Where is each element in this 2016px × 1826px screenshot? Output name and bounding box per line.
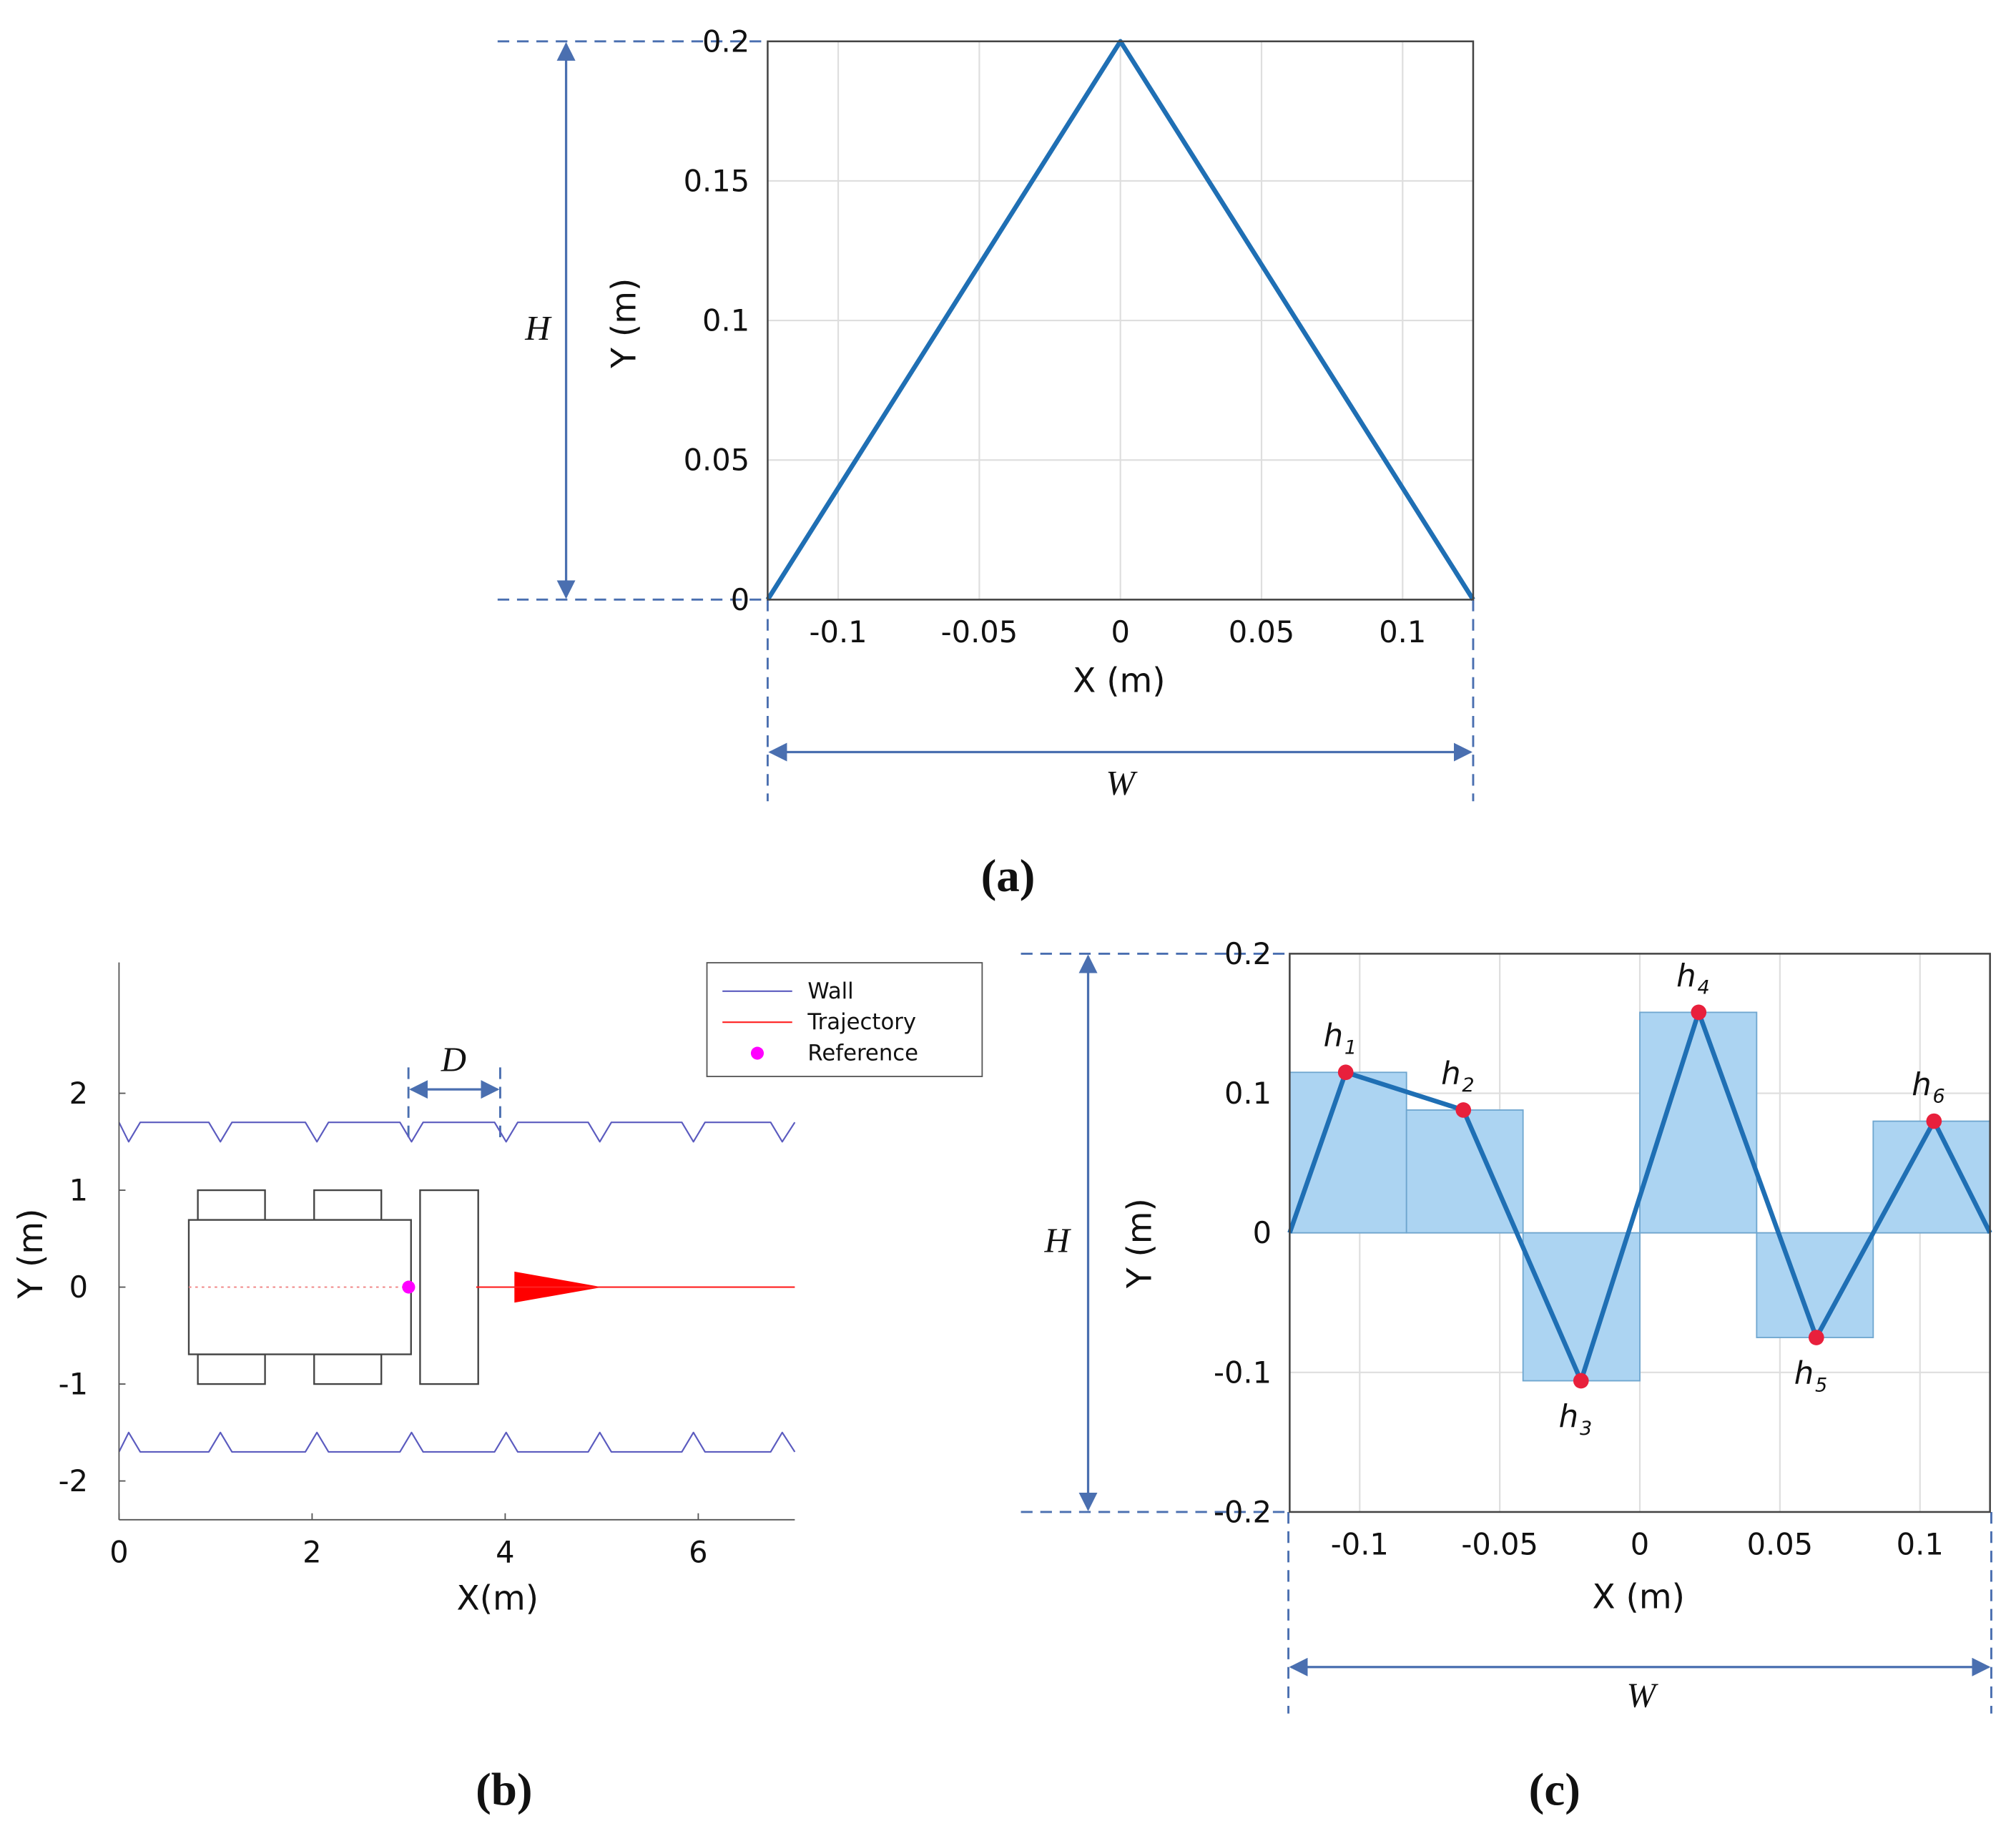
point-label-subscript: 4 — [1697, 977, 1709, 999]
y-tick-label: 0.2 — [1224, 936, 1272, 971]
x-tick-label: 6 — [689, 1534, 707, 1569]
x-tick-label: 0 — [1631, 1527, 1649, 1562]
y-tick-label: 0.2 — [702, 24, 749, 59]
caption: (a) — [981, 850, 1036, 902]
x-tick-label: -0.05 — [1461, 1527, 1538, 1562]
point-label: h — [1441, 1056, 1460, 1091]
y-tick-label: 0.1 — [702, 303, 749, 338]
x-tick-label: 0 — [1111, 614, 1129, 649]
x-tick-label: 2 — [303, 1534, 321, 1569]
y-axis-label: Y (m) — [604, 278, 644, 369]
bar — [1405, 1109, 1524, 1234]
y-axis-label: Y (m) — [1120, 1198, 1159, 1289]
reference-point — [402, 1280, 416, 1294]
point-label-subscript: 5 — [1815, 1374, 1827, 1396]
annotation: H — [524, 309, 552, 348]
point-label: h — [1324, 1018, 1343, 1054]
vehicle — [187, 1189, 603, 1385]
point-marker — [1808, 1330, 1824, 1345]
x-tick-label: -0.05 — [941, 614, 1018, 649]
x-tick-label: 0.05 — [1229, 614, 1295, 649]
point-marker — [1926, 1113, 1942, 1129]
y-tick-label: 0 — [1253, 1215, 1272, 1250]
point-label: h — [1794, 1356, 1814, 1392]
bar — [1872, 1120, 1991, 1234]
line — [118, 1121, 796, 1453]
y-tick-label: -0.2 — [1214, 1494, 1272, 1529]
y-tick-label: 0.15 — [684, 163, 750, 198]
legend-label: Wall — [807, 978, 853, 1004]
x-tick-label: 0.05 — [1747, 1527, 1814, 1562]
line — [1287, 1010, 1992, 1383]
x-axis-label: X (m) — [1073, 662, 1166, 701]
x-tick-label: 0 — [109, 1534, 128, 1569]
y-tick-label: 0.1 — [1224, 1076, 1272, 1111]
point-label-subscript: 6 — [1933, 1086, 1945, 1108]
dimension-lines-a — [497, 40, 1475, 802]
x-tick-label: -0.1 — [1331, 1527, 1389, 1562]
bar — [1289, 1071, 1407, 1234]
point-marker — [1573, 1373, 1589, 1389]
y-tick-label: -1 — [59, 1367, 88, 1402]
point-marker — [1691, 1004, 1707, 1021]
dimension-lines-b — [407, 1067, 501, 1143]
y-tick-label: 0.05 — [684, 443, 750, 478]
dimension-lines-c — [1021, 952, 1992, 1714]
annotation: W — [1627, 1677, 1659, 1715]
legend-swatch — [750, 1046, 764, 1060]
point-label-subscript: 1 — [1344, 1036, 1357, 1059]
y-tick-label: 2 — [69, 1076, 88, 1111]
y-tick-label: 0 — [69, 1270, 88, 1305]
point-label-subscript: 2 — [1462, 1074, 1474, 1096]
point-label: h — [1676, 958, 1696, 994]
point-label: h — [1912, 1067, 1931, 1103]
point-marker — [1455, 1102, 1472, 1118]
x-axis-label: X(m) — [457, 1579, 539, 1619]
x-axis-label: X (m) — [1592, 1578, 1685, 1617]
legend-label: Reference — [807, 1041, 918, 1066]
x-tick-label: 0.1 — [1379, 614, 1426, 649]
annotation: D — [441, 1041, 466, 1079]
x-tick-label: 4 — [496, 1534, 514, 1569]
caption: (b) — [476, 1764, 532, 1815]
caption: (c) — [1529, 1764, 1580, 1815]
bar — [1756, 1232, 1874, 1338]
annotation: H — [1044, 1222, 1072, 1260]
y-tick-label: -2 — [59, 1463, 88, 1498]
y-tick-label: 0 — [731, 582, 749, 617]
y-tick-label: 1 — [69, 1173, 88, 1208]
plot-frame — [767, 40, 1475, 601]
point-label-subscript: 3 — [1580, 1418, 1592, 1440]
point-label: h — [1559, 1399, 1578, 1435]
legend-label: Trajectory — [807, 1009, 916, 1035]
plot-frame — [1289, 953, 1991, 1513]
x-tick-label: -0.1 — [810, 614, 867, 649]
x-tick-label: 0.1 — [1897, 1527, 1944, 1562]
point-marker — [1337, 1064, 1354, 1081]
annotation: W — [1106, 764, 1138, 802]
y-axis-label: Y (m) — [11, 1209, 51, 1300]
y-tick-label: -0.1 — [1214, 1355, 1272, 1390]
